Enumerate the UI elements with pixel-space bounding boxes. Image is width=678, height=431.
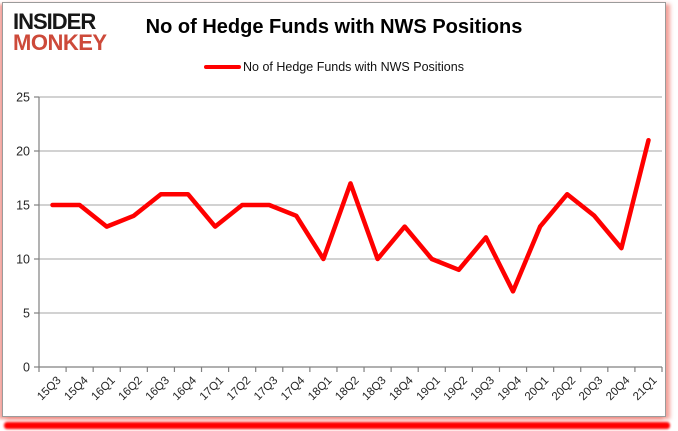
x-tick-label: 18Q1 [306,375,334,403]
x-tick-label: 16Q2 [117,375,145,403]
y-tick-label: 25 [16,91,30,105]
legend-label: No of Hedge Funds with NWS Positions [243,60,464,74]
logo-text-monkey: MONKEY [13,29,107,55]
x-tick-label: 15Q3 [35,375,63,403]
y-tick-label: 5 [23,307,30,321]
y-tick-label: 10 [16,253,30,267]
x-tick-label: 19Q4 [496,374,525,403]
data-series-line [50,137,651,294]
x-tick-label: 15Q4 [62,374,91,403]
chart-card: 0 5 10 15 20 25 15Q3 15Q4 16Q1 16Q2 16Q3 16Q4 17Q1 17… [2,2,666,417]
x-tick-label: 17Q2 [225,375,253,403]
insider-monkey-logo: INSIDER MONKEY [13,9,107,55]
logo-text-insider: INSIDER [13,9,96,34]
x-tick-label: 17Q3 [252,375,280,403]
x-tick-label: 21Q1 [631,375,659,403]
chart-title: No of Hedge Funds with NWS Positions [145,16,523,38]
x-tick-label: 18Q3 [360,375,388,403]
x-tick-label: 20Q4 [604,374,633,403]
y-tick-label: 0 [23,361,30,375]
x-tick-label: 18Q4 [387,374,416,403]
x-tick-label: 19Q2 [442,375,470,403]
bottom-red-accent [4,422,670,429]
x-tick-label: 20Q2 [550,375,578,403]
y-tick-label: 20 [16,145,30,159]
line-chart: 051015202515Q315Q416Q116Q216Q316Q417Q117… [16,91,663,403]
legend-line-swatch [204,65,242,69]
x-tick-label: 17Q4 [279,374,308,403]
x-tick-label: 20Q3 [577,375,605,403]
x-tick-label: 17Q1 [198,375,226,403]
x-tick-label: 19Q1 [414,375,442,403]
chart-legend: No of Hedge Funds with NWS Positions [3,60,665,74]
x-tick-label: 16Q4 [171,374,200,403]
y-tick-label: 15 [16,199,30,213]
x-tick-label: 20Q1 [523,375,551,403]
x-tick-label: 18Q2 [333,375,361,403]
x-tick-label: 16Q3 [144,375,172,403]
x-tick-label: 19Q3 [469,375,497,403]
x-tick-label: 16Q1 [89,375,117,403]
